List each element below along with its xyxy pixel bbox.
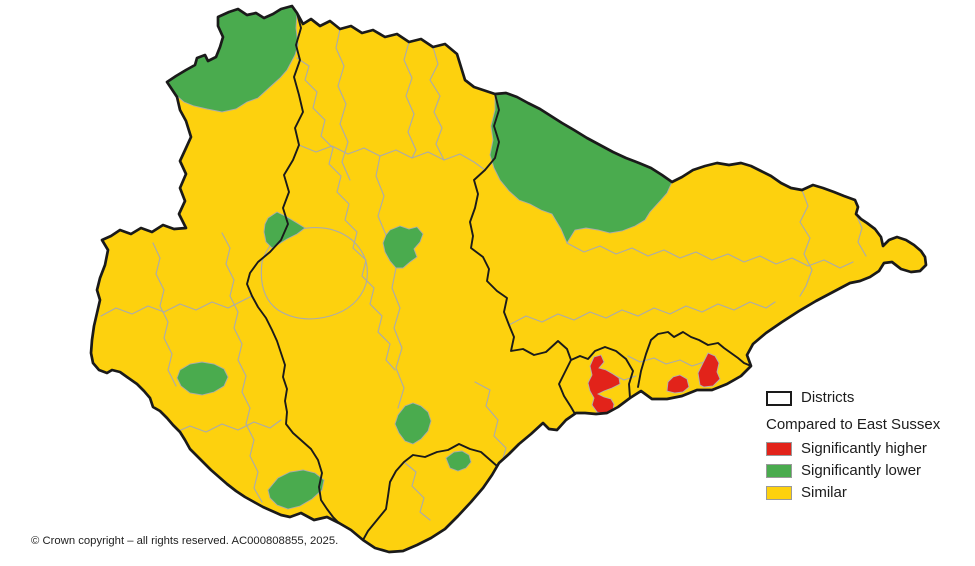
significantly-higher-region [666, 374, 690, 394]
significantly-higher-label: Significantly higher [801, 440, 927, 457]
significantly-higher-regions [587, 352, 721, 415]
significantly-higher-region [697, 352, 721, 388]
significantly-lower-region [176, 361, 229, 396]
significantly-lower-region [267, 469, 325, 510]
significantly-lower-label: Significantly lower [801, 462, 922, 479]
legend-row-similar: Similar [766, 485, 940, 501]
significantly-lower-region [445, 450, 472, 472]
legend-row-significantly-lower: Significantly lower [766, 463, 940, 479]
significantly-higher-swatch [766, 442, 792, 456]
districts-label: Districts [801, 389, 855, 406]
county-outline [89, 4, 928, 554]
map-legend: Districts Compared to East Sussex Signif… [766, 390, 940, 507]
district-boundaries [246, 12, 752, 541]
legend-title: Compared to East Sussex [766, 415, 941, 433]
districts-outline-swatch [766, 390, 792, 406]
county-area-similar [91, 6, 926, 552]
msoa-boundaries [100, 28, 867, 521]
legend-title-row: Compared to East Sussex [766, 415, 941, 433]
legend-row-significantly-higher: Significantly higher [766, 441, 940, 457]
legend-row-districts: Districts [766, 390, 940, 406]
similar-label: Similar [801, 484, 847, 501]
crown-copyright-notice: © Crown copyright – all rights reserved.… [31, 535, 339, 547]
significantly-higher-region [587, 354, 621, 415]
significantly-lower-regions [166, 6, 673, 510]
significantly-lower-region [394, 402, 432, 445]
similar-swatch [766, 486, 792, 500]
significantly-lower-swatch [766, 464, 792, 478]
significantly-lower-region [382, 225, 424, 269]
